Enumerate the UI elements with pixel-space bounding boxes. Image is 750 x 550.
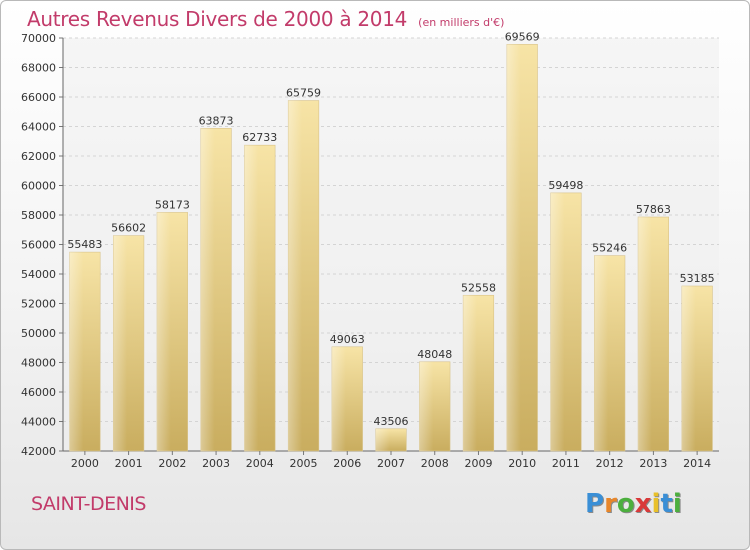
bar-highlight bbox=[331, 346, 346, 451]
y-tick-label: 70000 bbox=[21, 32, 56, 45]
x-tick-label: 2004 bbox=[246, 457, 274, 470]
bar-highlight bbox=[681, 286, 696, 451]
bar-highlight bbox=[375, 428, 390, 451]
data-label: 55483 bbox=[67, 238, 102, 251]
x-tick-label: 2000 bbox=[71, 457, 99, 470]
bar-highlight bbox=[638, 217, 652, 451]
y-tick-label: 58000 bbox=[21, 209, 56, 222]
y-tick-label: 44000 bbox=[21, 416, 56, 429]
bar-highlight bbox=[244, 145, 259, 452]
logo-letter: o bbox=[616, 489, 635, 519]
bar-highlight bbox=[200, 128, 215, 451]
y-tick-label: 64000 bbox=[21, 121, 56, 134]
logo-letter: i bbox=[651, 489, 661, 519]
logo-letter: x bbox=[634, 489, 652, 519]
y-tick-label: 68000 bbox=[21, 62, 56, 75]
x-tick-label: 2010 bbox=[508, 457, 536, 470]
y-tick-label: 46000 bbox=[21, 386, 56, 399]
y-tick-label: 60000 bbox=[21, 180, 56, 193]
bar-highlight bbox=[288, 100, 303, 451]
x-tick-label: 2009 bbox=[464, 457, 492, 470]
data-label: 69569 bbox=[505, 30, 540, 43]
logo-letter: r bbox=[604, 489, 617, 519]
data-label: 65759 bbox=[286, 87, 321, 100]
logo-letter: i bbox=[672, 489, 682, 519]
y-tick-label: 66000 bbox=[21, 91, 56, 104]
data-label: 62733 bbox=[242, 131, 277, 144]
x-tick-label: 2008 bbox=[421, 457, 449, 470]
proxiti-logo: Proxiti bbox=[585, 489, 682, 519]
bar-highlight bbox=[594, 255, 609, 451]
x-tick-label: 2006 bbox=[333, 457, 361, 470]
data-label: 55246 bbox=[592, 242, 627, 255]
bar-highlight bbox=[113, 235, 128, 451]
bar-highlight bbox=[69, 252, 84, 451]
data-label: 48048 bbox=[417, 348, 452, 361]
data-label: 59498 bbox=[548, 179, 583, 192]
chart-title-area: Autres Revenus Divers de 2000 à 2014 (en… bbox=[27, 7, 504, 31]
data-label: 57863 bbox=[636, 203, 671, 216]
bar-highlight bbox=[506, 44, 521, 452]
logo-letter: P bbox=[585, 489, 605, 519]
city-name: SAINT-DENIS bbox=[31, 493, 146, 515]
data-label: 56602 bbox=[111, 222, 146, 235]
x-tick-label: 2012 bbox=[596, 457, 624, 470]
x-tick-label: 2013 bbox=[639, 457, 667, 470]
x-tick-label: 2005 bbox=[290, 457, 318, 470]
y-tick-label: 56000 bbox=[21, 239, 56, 252]
data-label: 53185 bbox=[680, 272, 715, 285]
x-tick-label: 2001 bbox=[115, 457, 143, 470]
data-label: 43506 bbox=[374, 415, 409, 428]
data-label: 58173 bbox=[155, 198, 190, 211]
bar-highlight bbox=[463, 295, 477, 451]
chart-title: Autres Revenus Divers de 2000 à 2014 bbox=[27, 7, 408, 31]
x-tick-label: 2003 bbox=[202, 457, 230, 470]
x-tick-label: 2014 bbox=[683, 457, 711, 470]
x-tick-label: 2011 bbox=[552, 457, 580, 470]
bar-highlight bbox=[419, 361, 434, 451]
data-label: 52558 bbox=[461, 281, 496, 294]
x-tick-label: 2007 bbox=[377, 457, 405, 470]
bar-highlight bbox=[550, 192, 565, 452]
unit-note: (en milliers d'€) bbox=[418, 16, 505, 29]
x-tick-label: 2002 bbox=[158, 457, 186, 470]
bar-highlight bbox=[157, 212, 171, 451]
y-tick-label: 54000 bbox=[21, 268, 56, 281]
y-tick-label: 52000 bbox=[21, 298, 56, 311]
y-tick-label: 50000 bbox=[21, 327, 56, 340]
data-label: 63873 bbox=[199, 114, 234, 127]
logo-letter: t bbox=[660, 489, 673, 519]
data-label: 49063 bbox=[330, 333, 365, 346]
y-tick-label: 48000 bbox=[21, 357, 56, 370]
y-tick-label: 62000 bbox=[21, 150, 56, 163]
y-tick-label: 42000 bbox=[21, 445, 56, 458]
